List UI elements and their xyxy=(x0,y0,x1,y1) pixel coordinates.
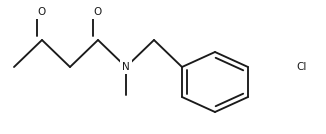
Text: N: N xyxy=(122,62,130,72)
Text: O: O xyxy=(38,7,46,17)
Text: Cl: Cl xyxy=(296,62,306,72)
Text: O: O xyxy=(94,7,102,17)
